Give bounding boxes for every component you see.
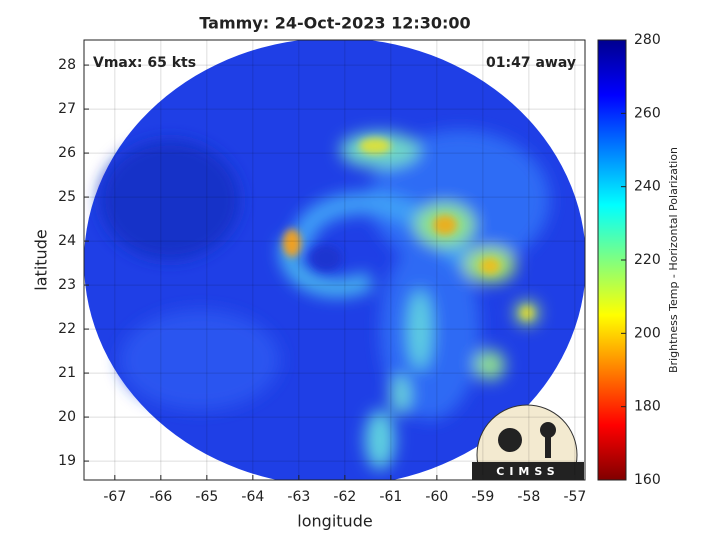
- x-tick-label: -64: [241, 489, 264, 505]
- colorbar-tick-label: 180: [634, 399, 661, 415]
- x-tick-label: -63: [287, 489, 310, 505]
- colorbar-label: Brightness Temp - Horizontal Polarizatio…: [667, 147, 680, 373]
- y-tick-label: 28: [58, 57, 76, 73]
- y-tick-label: 27: [58, 101, 76, 117]
- x-tick-label: -58: [517, 489, 540, 505]
- y-tick-label: 21: [58, 365, 76, 381]
- x-tick-label: -59: [471, 489, 494, 505]
- x-tick-label: -57: [563, 489, 586, 505]
- x-tick-label: -66: [149, 489, 172, 505]
- x-tick-label: -65: [195, 489, 218, 505]
- colorbar-tick-label: 220: [634, 252, 661, 268]
- logo-text: CIMSS: [496, 465, 559, 478]
- x-axis-label: longitude: [297, 512, 372, 531]
- colorbar-tick-label: 200: [634, 325, 661, 341]
- colorbar-tick-label: 280: [634, 32, 661, 48]
- colorbar-tick-label: 160: [634, 472, 661, 488]
- logo: CIMSS: [472, 404, 584, 480]
- colorbar-tick-label: 240: [634, 179, 661, 195]
- y-tick-label: 25: [58, 189, 76, 205]
- y-tick-label: 22: [58, 321, 76, 337]
- x-tick-label: -62: [333, 489, 356, 505]
- plot-frame: [83, 39, 586, 481]
- swath-image: CIMSS: [84, 40, 585, 480]
- y-tick-label: 24: [58, 233, 76, 249]
- y-tick-label: 20: [58, 409, 76, 425]
- x-tick-label: -61: [379, 489, 402, 505]
- y-axis-label: latitude: [32, 229, 51, 290]
- colorbar-tick-label: 260: [634, 105, 661, 121]
- annotation: Vmax: 65 kts: [93, 55, 196, 71]
- x-tick-label: -60: [425, 489, 448, 505]
- chart-title: Tammy: 24-Oct-2023 12:30:00: [199, 14, 470, 33]
- y-tick-label: 23: [58, 277, 76, 293]
- y-tick-label: 26: [58, 145, 76, 161]
- y-tick-label: 19: [58, 453, 76, 469]
- x-tick-label: -67: [103, 489, 126, 505]
- annotation: 01:47 away: [486, 55, 576, 71]
